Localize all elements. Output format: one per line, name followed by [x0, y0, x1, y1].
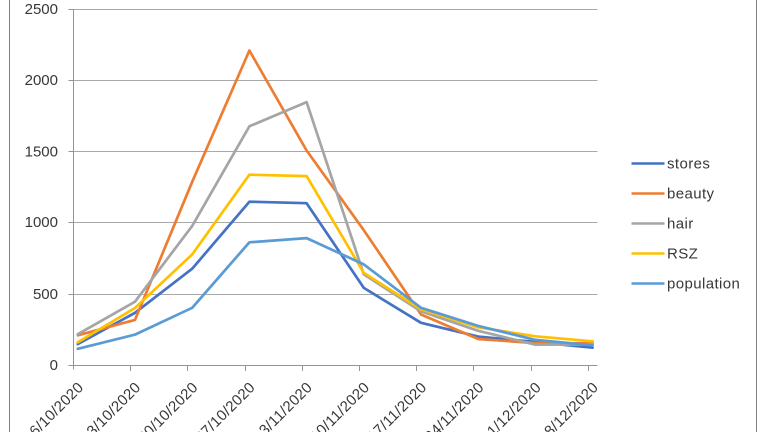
- svg-text:2000: 2000: [25, 72, 58, 89]
- svg-text:stores: stores: [667, 156, 710, 173]
- svg-text:beauty: beauty: [667, 186, 715, 203]
- svg-text:1000: 1000: [25, 214, 58, 231]
- svg-text:0: 0: [50, 357, 58, 374]
- svg-text:2500: 2500: [25, 1, 58, 18]
- svg-text:RSZ: RSZ: [667, 246, 698, 263]
- svg-text:1500: 1500: [25, 144, 58, 161]
- svg-text:hair: hair: [667, 216, 694, 233]
- svg-text:500: 500: [33, 286, 58, 303]
- svg-text:population: population: [667, 276, 740, 293]
